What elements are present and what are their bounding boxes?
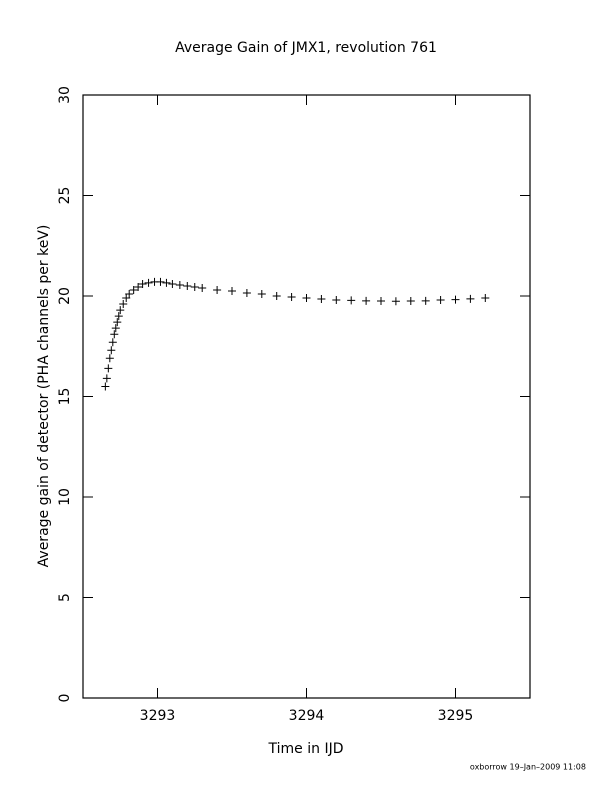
data-point — [272, 292, 281, 300]
data-point — [162, 278, 171, 287]
data-point — [183, 281, 192, 290]
data-point — [129, 285, 138, 294]
data-point — [466, 294, 475, 303]
data-point — [421, 296, 430, 305]
data-point — [104, 364, 113, 373]
data-point — [105, 354, 114, 363]
x-tick-label: 3293 — [140, 708, 176, 724]
data-point — [156, 277, 165, 286]
data-point — [101, 382, 110, 391]
data-point — [377, 297, 385, 306]
data-point — [228, 286, 236, 295]
y-axis-label: Average gain of detector (PHA channels p… — [36, 225, 52, 568]
data-point — [110, 330, 119, 339]
data-point — [406, 297, 415, 306]
data-point — [108, 338, 117, 347]
data-point — [287, 293, 296, 302]
data-point — [138, 279, 147, 288]
data-point — [347, 296, 356, 305]
data-point — [302, 294, 311, 303]
data-point — [317, 295, 326, 304]
data-point — [134, 282, 143, 291]
data-point — [119, 300, 128, 309]
y-tick-label: 5 — [57, 593, 73, 602]
data-point — [111, 324, 120, 333]
y-tick-label: 20 — [57, 287, 73, 305]
x-tick-label: 3295 — [438, 708, 474, 724]
x-axis-label: Time in IJD — [268, 741, 344, 757]
y-tick-label: 10 — [57, 488, 73, 506]
data-point — [175, 280, 184, 289]
data-point — [481, 294, 490, 303]
data-point — [113, 318, 122, 327]
data-point — [451, 295, 460, 304]
data-point — [391, 297, 400, 306]
data-point — [102, 374, 111, 383]
data-point — [144, 278, 153, 287]
chart-title: Average Gain of JMX1, revolution 761 — [175, 40, 437, 56]
plot-frame — [82, 94, 531, 699]
data-point — [114, 312, 123, 321]
y-tick-label: 25 — [57, 187, 73, 205]
data-point — [125, 289, 134, 298]
footer: oxborrow 19–Jan–2009 11:08 — [470, 763, 586, 772]
data-point — [332, 296, 341, 305]
data-point — [257, 289, 266, 298]
data-point — [436, 296, 445, 305]
data-point — [362, 296, 371, 305]
data-point — [190, 282, 199, 291]
y-tick-label: 15 — [57, 388, 73, 406]
x-tick-label: 3294 — [289, 708, 325, 724]
data-point — [168, 279, 177, 288]
data-point — [198, 283, 207, 292]
data-point — [213, 285, 222, 294]
y-tick-label: 30 — [57, 86, 73, 104]
data-point — [116, 306, 125, 315]
data-point — [242, 288, 251, 297]
data-point — [122, 294, 131, 303]
data-point — [107, 346, 116, 355]
y-tick-label: 0 — [57, 694, 73, 703]
